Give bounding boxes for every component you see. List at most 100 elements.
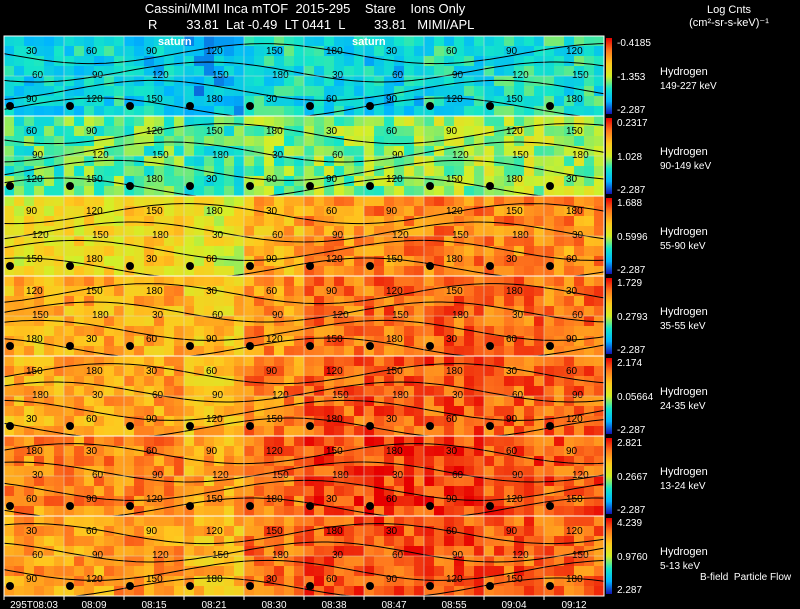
heatmap-cell xyxy=(24,436,34,446)
heatmap-cell xyxy=(194,426,204,436)
contour-label: 90 xyxy=(206,446,218,457)
heatmap-cell xyxy=(354,446,364,456)
heatmap-cell xyxy=(564,126,574,136)
saturn-marker xyxy=(126,342,134,350)
heatmap-cell xyxy=(484,326,494,336)
contour-label: 120 xyxy=(572,470,589,481)
heatmap-cell xyxy=(574,476,584,486)
heatmap-cell xyxy=(274,446,284,456)
heatmap-cell xyxy=(44,256,54,266)
heatmap-cell xyxy=(74,216,84,226)
heatmap-cell xyxy=(464,376,474,386)
heatmap-cell xyxy=(444,506,454,516)
chart-header: Cassini/MIMI Inca mTOF 2015-295 Stare Io… xyxy=(0,0,800,36)
heatmap-cell xyxy=(574,486,584,496)
contour-label: 60 xyxy=(32,550,44,561)
heatmap-cell xyxy=(84,516,94,526)
heatmap-cell xyxy=(514,536,524,546)
heatmap-cell xyxy=(204,186,214,196)
heatmap-cell xyxy=(294,216,304,226)
heatmap-cell xyxy=(174,176,184,186)
contour-label: 30 xyxy=(212,230,224,241)
heatmap-cell xyxy=(264,576,274,586)
heatmap-cell xyxy=(284,166,294,176)
heatmap-cell xyxy=(434,376,444,386)
contour-label: 30 xyxy=(266,94,278,105)
heatmap-cell xyxy=(204,66,214,76)
heatmap-cell xyxy=(294,76,304,86)
heatmap-cell xyxy=(374,496,384,506)
heatmap-cell xyxy=(184,306,194,316)
heatmap-cell xyxy=(344,586,354,596)
heatmap-cell xyxy=(564,106,574,116)
heatmap-cell xyxy=(14,66,24,76)
heatmap-cell xyxy=(404,366,414,376)
heatmap-cell xyxy=(284,506,294,516)
saturn-marker xyxy=(486,102,494,110)
heatmap-cell xyxy=(364,526,374,536)
heatmap-cell xyxy=(254,536,264,546)
heatmap-cell xyxy=(514,196,524,206)
heatmap-cell xyxy=(274,96,284,106)
heatmap-cell xyxy=(484,176,494,186)
heatmap-cell xyxy=(534,586,544,596)
heatmap-cell xyxy=(474,306,484,316)
heatmap-cell xyxy=(414,76,424,86)
heatmap-cell xyxy=(524,166,534,176)
heatmap-cell xyxy=(524,226,534,236)
colorbar-max-label: -0.4185 xyxy=(617,38,651,49)
heatmap-cell xyxy=(4,456,14,466)
heatmap-cell xyxy=(14,86,24,96)
contour-label: 120 xyxy=(206,526,223,537)
heatmap-cell xyxy=(4,116,14,126)
heatmap-cell xyxy=(534,236,544,246)
heatmap-cell xyxy=(114,236,124,246)
heatmap-cell xyxy=(294,146,304,156)
contour-label: 30 xyxy=(26,414,38,425)
heatmap-cell xyxy=(244,56,254,66)
heatmap-cell xyxy=(254,266,264,276)
heatmap-cell xyxy=(544,416,554,426)
contour-label: 150 xyxy=(272,470,289,481)
heatmap-cell xyxy=(364,416,374,426)
heatmap-cell xyxy=(464,446,474,456)
heatmap-cell xyxy=(14,106,24,116)
heatmap-cell xyxy=(64,556,74,566)
heatmap-cell xyxy=(4,126,14,136)
heatmap-cell xyxy=(74,116,84,126)
heatmap-cell xyxy=(394,376,404,386)
heatmap-cell xyxy=(134,166,144,176)
heatmap-cell xyxy=(264,216,274,226)
heatmap-cell xyxy=(184,366,194,376)
heatmap-cell xyxy=(34,256,44,266)
contour-label: 120 xyxy=(446,94,463,105)
heatmap-cell xyxy=(264,276,274,286)
heatmap-cell xyxy=(474,376,484,386)
heatmap-cell xyxy=(384,116,394,126)
heatmap-cell xyxy=(334,356,344,366)
contour-label: 30 xyxy=(92,390,104,401)
heatmap-cell xyxy=(584,356,594,366)
heatmap-cell xyxy=(554,466,564,476)
heatmap-cell xyxy=(414,476,424,486)
heatmap-cell xyxy=(114,396,124,406)
heatmap-cell xyxy=(84,306,94,316)
heatmap-cell xyxy=(344,166,354,176)
heatmap-cell xyxy=(294,326,304,336)
heatmap-cell xyxy=(344,476,354,486)
heatmap-cell xyxy=(514,186,524,196)
heatmap-cell xyxy=(184,286,194,296)
heatmap-cell xyxy=(264,46,274,56)
energy-panel: 6090120901201501201501801501803018030603… xyxy=(3,115,711,197)
heatmap-cell xyxy=(564,116,574,126)
heatmap-cell xyxy=(394,66,404,76)
heatmap-cell xyxy=(154,336,164,346)
heatmap-cell xyxy=(484,216,494,226)
heatmap-cell xyxy=(214,46,224,56)
heatmap-cell xyxy=(444,276,454,286)
heatmap-cell xyxy=(524,456,534,466)
heatmap-cell xyxy=(354,206,364,216)
heatmap-cell xyxy=(244,306,254,316)
heatmap-cell xyxy=(414,426,424,436)
heatmap-cell xyxy=(114,516,124,526)
